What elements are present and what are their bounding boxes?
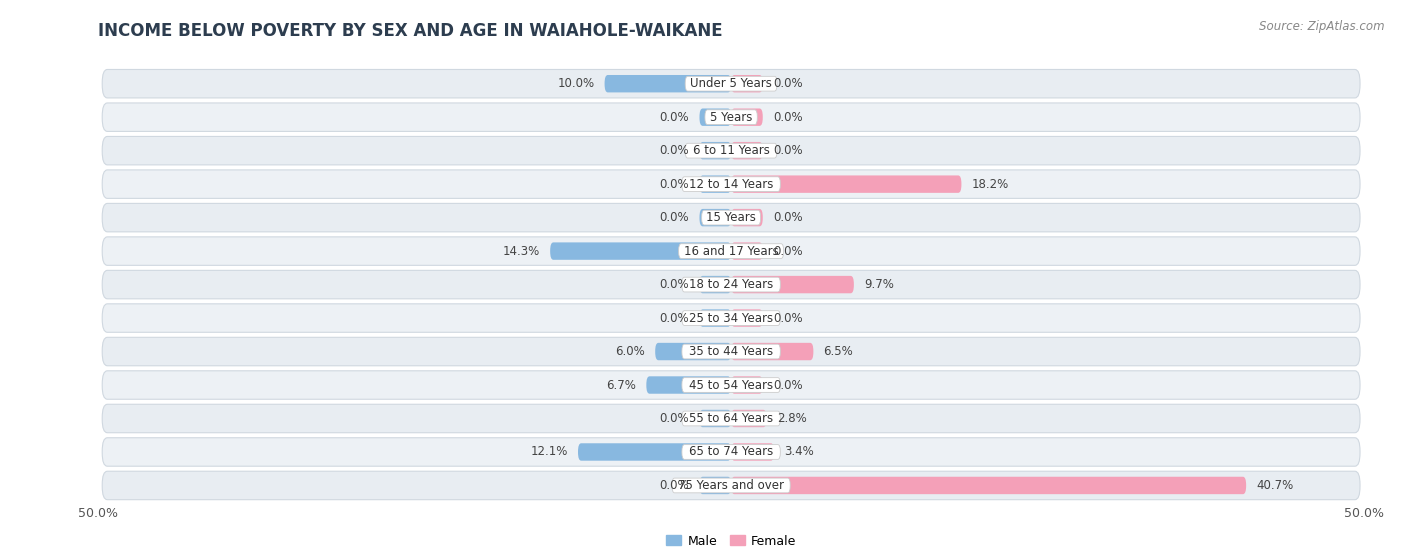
FancyBboxPatch shape <box>672 478 790 493</box>
Text: 35 to 44 Years: 35 to 44 Years <box>689 345 773 358</box>
Text: 0.0%: 0.0% <box>773 378 803 392</box>
FancyBboxPatch shape <box>578 443 731 461</box>
FancyBboxPatch shape <box>731 309 762 327</box>
Text: 18.2%: 18.2% <box>972 177 1008 191</box>
FancyBboxPatch shape <box>103 170 1360 199</box>
Text: 2.8%: 2.8% <box>776 412 807 425</box>
Text: 0.0%: 0.0% <box>659 479 689 492</box>
FancyBboxPatch shape <box>731 443 775 461</box>
Text: INCOME BELOW POVERTY BY SEX AND AGE IN WAIAHOLE-WAIKANE: INCOME BELOW POVERTY BY SEX AND AGE IN W… <box>98 22 723 40</box>
FancyBboxPatch shape <box>682 445 780 459</box>
Text: 6.0%: 6.0% <box>616 345 645 358</box>
Text: 16 and 17 Years: 16 and 17 Years <box>683 244 779 258</box>
Text: 0.0%: 0.0% <box>659 311 689 325</box>
FancyBboxPatch shape <box>699 410 731 427</box>
Legend: Male, Female: Male, Female <box>661 530 801 552</box>
FancyBboxPatch shape <box>682 277 780 292</box>
Text: 0.0%: 0.0% <box>773 311 803 325</box>
FancyBboxPatch shape <box>103 203 1360 232</box>
FancyBboxPatch shape <box>103 304 1360 332</box>
Text: 0.0%: 0.0% <box>659 211 689 224</box>
Text: 14.3%: 14.3% <box>503 244 540 258</box>
FancyBboxPatch shape <box>103 237 1360 265</box>
Text: 55 to 64 Years: 55 to 64 Years <box>689 412 773 425</box>
FancyBboxPatch shape <box>731 209 762 227</box>
Text: 5 Years: 5 Years <box>710 110 752 124</box>
Text: 3.4%: 3.4% <box>785 445 814 459</box>
FancyBboxPatch shape <box>731 376 762 394</box>
FancyBboxPatch shape <box>682 311 780 325</box>
FancyBboxPatch shape <box>731 410 766 427</box>
Text: Source: ZipAtlas.com: Source: ZipAtlas.com <box>1260 20 1385 32</box>
Text: 0.0%: 0.0% <box>773 244 803 258</box>
FancyBboxPatch shape <box>702 210 761 225</box>
Text: 0.0%: 0.0% <box>659 110 689 124</box>
Text: 12.1%: 12.1% <box>530 445 568 459</box>
Text: 45 to 54 Years: 45 to 54 Years <box>689 378 773 392</box>
FancyBboxPatch shape <box>103 404 1360 433</box>
Text: 65 to 74 Years: 65 to 74 Years <box>689 445 773 459</box>
Text: 40.7%: 40.7% <box>1257 479 1294 492</box>
FancyBboxPatch shape <box>103 437 1360 466</box>
FancyBboxPatch shape <box>699 209 731 227</box>
FancyBboxPatch shape <box>731 142 762 160</box>
Text: 0.0%: 0.0% <box>773 144 803 157</box>
FancyBboxPatch shape <box>103 271 1360 299</box>
Text: 0.0%: 0.0% <box>659 278 689 291</box>
FancyBboxPatch shape <box>731 477 1246 494</box>
FancyBboxPatch shape <box>682 177 780 191</box>
Text: Under 5 Years: Under 5 Years <box>690 77 772 90</box>
FancyBboxPatch shape <box>699 309 731 327</box>
FancyBboxPatch shape <box>685 76 778 91</box>
FancyBboxPatch shape <box>103 70 1360 98</box>
FancyBboxPatch shape <box>103 337 1360 366</box>
Text: 25 to 34 Years: 25 to 34 Years <box>689 311 773 325</box>
FancyBboxPatch shape <box>103 371 1360 400</box>
FancyBboxPatch shape <box>731 108 762 126</box>
FancyBboxPatch shape <box>699 276 731 294</box>
Text: 6.7%: 6.7% <box>606 378 636 392</box>
FancyBboxPatch shape <box>679 244 783 258</box>
Text: 18 to 24 Years: 18 to 24 Years <box>689 278 773 291</box>
Text: 0.0%: 0.0% <box>659 144 689 157</box>
Text: 12 to 14 Years: 12 to 14 Years <box>689 177 773 191</box>
Text: 9.7%: 9.7% <box>863 278 894 291</box>
FancyBboxPatch shape <box>103 103 1360 131</box>
FancyBboxPatch shape <box>685 143 778 158</box>
Text: 75 Years and over: 75 Years and over <box>678 479 785 492</box>
Text: 15 Years: 15 Years <box>706 211 756 224</box>
Text: 6 to 11 Years: 6 to 11 Years <box>693 144 769 157</box>
FancyBboxPatch shape <box>103 137 1360 165</box>
FancyBboxPatch shape <box>731 276 853 294</box>
Text: 0.0%: 0.0% <box>659 412 689 425</box>
FancyBboxPatch shape <box>731 175 962 193</box>
FancyBboxPatch shape <box>699 108 731 126</box>
FancyBboxPatch shape <box>731 75 762 93</box>
FancyBboxPatch shape <box>682 344 780 359</box>
Text: 0.0%: 0.0% <box>773 77 803 90</box>
FancyBboxPatch shape <box>605 75 731 93</box>
FancyBboxPatch shape <box>731 343 813 360</box>
Text: 0.0%: 0.0% <box>773 211 803 224</box>
FancyBboxPatch shape <box>550 242 731 260</box>
FancyBboxPatch shape <box>704 110 758 124</box>
FancyBboxPatch shape <box>103 471 1360 500</box>
FancyBboxPatch shape <box>655 343 731 360</box>
FancyBboxPatch shape <box>699 142 731 160</box>
FancyBboxPatch shape <box>699 477 731 494</box>
FancyBboxPatch shape <box>647 376 731 394</box>
FancyBboxPatch shape <box>682 378 780 392</box>
Text: 0.0%: 0.0% <box>659 177 689 191</box>
Text: 0.0%: 0.0% <box>773 110 803 124</box>
FancyBboxPatch shape <box>682 411 780 426</box>
Text: 6.5%: 6.5% <box>824 345 853 358</box>
FancyBboxPatch shape <box>731 242 762 260</box>
FancyBboxPatch shape <box>699 175 731 193</box>
Text: 10.0%: 10.0% <box>557 77 595 90</box>
